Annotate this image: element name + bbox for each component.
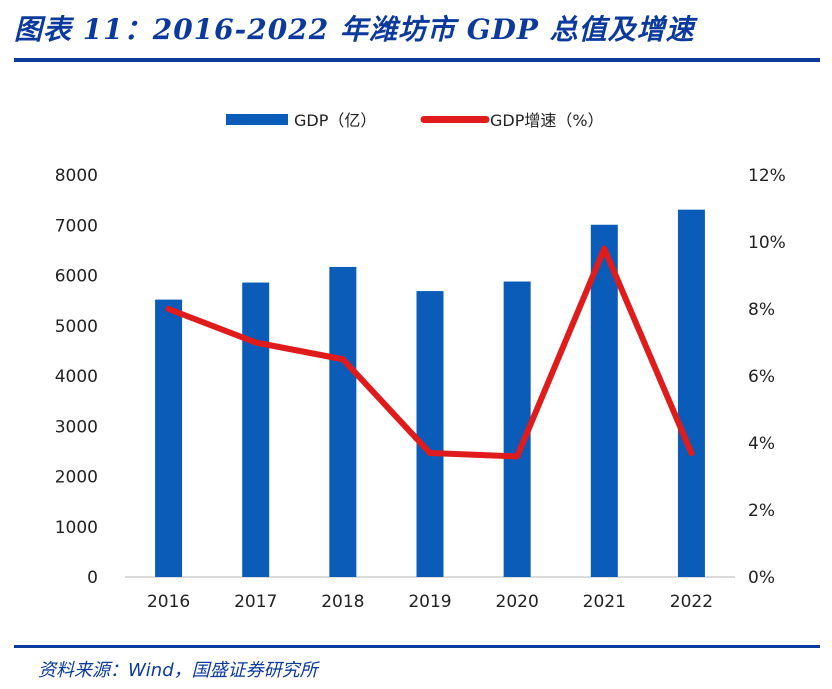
growth-point-2016: [165, 306, 172, 312]
bar-2016: [155, 299, 183, 577]
legend-label-growth: GDP增速（%）: [490, 111, 604, 130]
legend-swatch-gdp: [226, 114, 288, 125]
y-left-tick-label: 5000: [55, 317, 98, 337]
x-tick-label: 2021: [583, 592, 626, 612]
y-left-tick-label: 7000: [55, 216, 98, 236]
x-tick-label: 2018: [321, 592, 364, 612]
x-tick-label: 2022: [670, 592, 713, 612]
y-right-tick-label: 12%: [748, 166, 786, 186]
x-tick-label: 2016: [147, 592, 190, 612]
bar-series: [155, 209, 705, 578]
growth-point-2022: [688, 450, 695, 457]
y-right-tick-label: 6%: [748, 367, 775, 387]
y-right-tick-label: 2%: [748, 501, 775, 521]
y-left-tick-label: 2000: [55, 468, 98, 488]
x-tick-label: 2020: [496, 592, 539, 612]
x-tick-label: 2017: [234, 592, 277, 612]
bar-2017: [242, 282, 270, 577]
growth-point-2021: [601, 245, 608, 252]
growth-point-2017: [252, 339, 259, 346]
growth-point-2020: [514, 453, 521, 460]
y-left-tick-label: 6000: [55, 267, 98, 287]
bar-2022: [677, 209, 705, 578]
x-axis: 2016 2017 2018 2019 2020 2021 2022: [147, 592, 713, 612]
y-left-tick-label: 3000: [55, 417, 98, 437]
growth-point-2019: [427, 450, 433, 457]
legend-label-gdp: GDP（亿）: [294, 111, 376, 130]
growth-point-2018: [339, 356, 346, 363]
figure-title: 图表 11：2016-2022 年潍坊市 GDP 总值及增速: [14, 13, 695, 46]
bar-2019: [416, 291, 444, 577]
bar-2021: [590, 224, 618, 577]
x-tick-label: 2019: [408, 592, 451, 612]
y-left-tick-label: 1000: [55, 518, 98, 538]
title-rule: [14, 58, 820, 62]
y-left-tick-label: 0: [87, 568, 98, 588]
y-right-tick-label: 8%: [748, 300, 775, 320]
y-right-axis: 0% 2% 4% 6% 8% 10% 12%: [748, 166, 786, 588]
y-right-tick-label: 0%: [748, 568, 775, 588]
y-right-tick-label: 4%: [748, 434, 775, 454]
y-left-tick-label: 4000: [55, 367, 98, 387]
y-left-tick-label: 8000: [55, 166, 98, 186]
y-left-axis: 0 1000 2000 3000 4000 5000 6000 7000 8000: [55, 166, 98, 588]
legend: GDP（亿） GDP增速（%）: [226, 111, 604, 130]
source-note: 资料来源：Wind，国盛证券研究所: [38, 660, 318, 681]
bar-2018: [329, 266, 357, 577]
y-right-tick-label: 10%: [748, 233, 786, 253]
source-rule: [14, 645, 820, 648]
line-series: [165, 245, 695, 460]
